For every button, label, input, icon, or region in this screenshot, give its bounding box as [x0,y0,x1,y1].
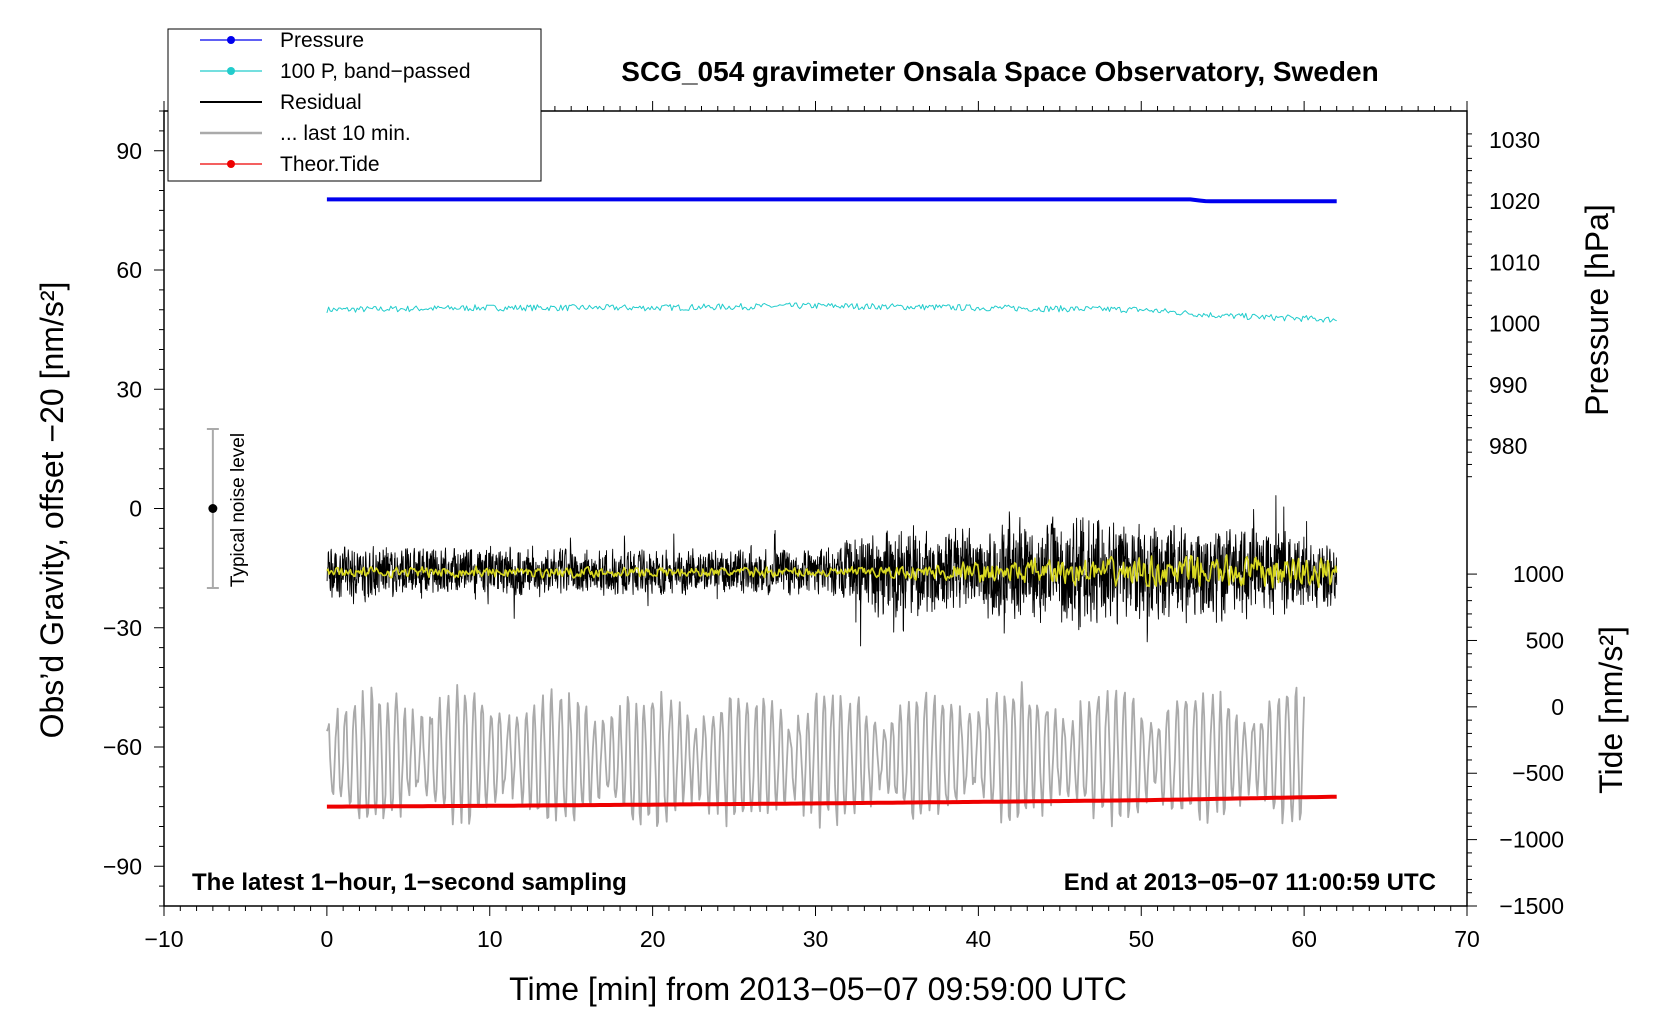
legend-label: Pressure [280,29,364,52]
y-left-axis-title: Obs’d Gravity, offset −20 [nm/s²] [34,282,70,739]
ticks-layer [154,101,1477,916]
pressure-tick-label: 990 [1489,372,1527,398]
annotation-end-time: End at 2013−05−07 11:00:59 UTC [1064,869,1436,896]
pressure-tick-label: 1010 [1489,249,1540,275]
y-right-tide-title: Tide [nm/s²] [1593,626,1629,794]
tide-tick-label: 1000 [1513,561,1564,587]
y-left-tick-label: −30 [103,615,142,641]
x-tick-label: 60 [1291,926,1317,952]
x-tick-label: 10 [477,926,503,952]
x-tick-label: 30 [803,926,829,952]
y-left-tick-label: 30 [116,376,142,402]
y-left-tick-label: 0 [129,496,142,522]
tide-tick-label: −1000 [1499,827,1564,853]
legend: Pressure 100 P, band−passed Residual ... la… [167,28,542,182]
labels-layer: −10 0 10 20 30 40 50 60 70−90−60−300306090980990… [103,127,1564,952]
pressure-tick-label: 980 [1489,433,1527,459]
pressure-line [326,197,1337,204]
legend-box [167,28,542,182]
x-tick-label: 70 [1454,926,1480,952]
noise-bar-center-dot [208,504,218,513]
noise-level-label: Typical noise level [228,433,249,587]
last-10-min-line [326,681,1305,829]
annotation-latest-hour: The latest 1−hour, 1−second sampling [192,869,627,896]
pressure-tick-label: 1030 [1489,127,1540,153]
x-tick-label: 0 [320,926,333,952]
pressure-tick-label: 1000 [1489,311,1540,337]
tide-tick-label: −1500 [1499,893,1564,919]
x-tick-label: 40 [966,926,992,952]
tide-tick-label: −500 [1512,760,1564,786]
x-axis-title: Time [min] from 2013−05−07 09:59:00 UTC [509,971,1127,1007]
legend-swatch-marker [227,67,235,75]
x-tick-label: −10 [144,926,183,952]
pressure-tick-label: 1020 [1489,188,1540,214]
legend-swatch-marker [227,36,235,44]
legend-label: ... last 10 min. [280,122,411,145]
theoretical-tide-line [326,794,1337,809]
y-right-pressure-title: Pressure [hPa] [1579,204,1615,416]
x-tick-label: 50 [1128,926,1154,952]
tide-tick-label: 500 [1526,627,1564,653]
chart-title: SCG_054 gravimeter Onsala Space Observat… [621,56,1378,87]
smoothed-residual-line [326,554,1338,589]
noise-level-bar [206,428,219,589]
legend-label: 100 P, band−passed [280,60,471,83]
x-tick-label: 20 [640,926,666,952]
y-left-tick-label: 90 [116,138,142,164]
legend-label: Residual [280,91,362,114]
legend-label: Theor.Tide [280,153,380,176]
y-left-tick-label: −60 [103,734,142,760]
tide-tick-label: 0 [1551,694,1564,720]
legend-swatch-marker [227,160,235,168]
y-left-tick-label: 60 [116,257,142,283]
y-left-tick-label: −90 [103,853,142,879]
band-passed-pressure-line [326,302,1337,323]
data-layer [326,197,1338,829]
